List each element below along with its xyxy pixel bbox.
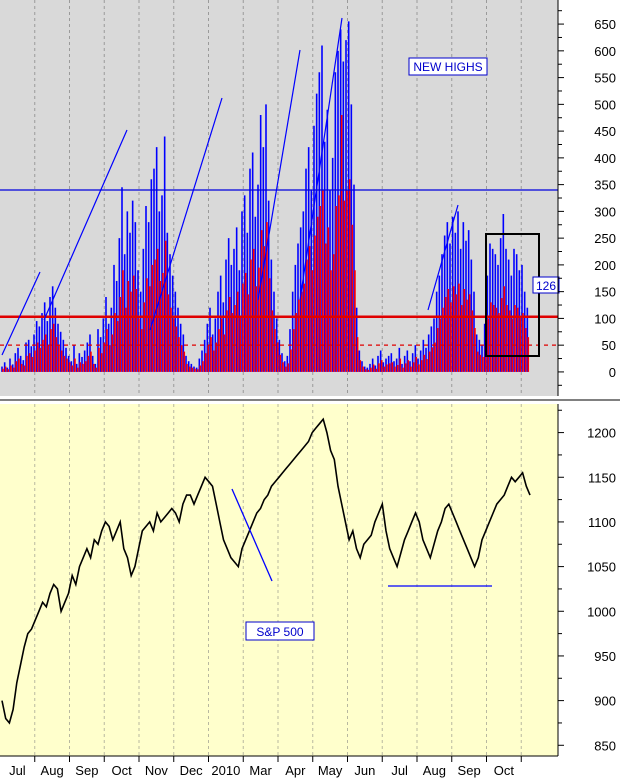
x-tick-label: Aug [423,763,446,778]
x-tick-label: Aug [41,763,64,778]
reference-lines [0,189,558,346]
lower-y-tick-label: 950 [594,649,616,664]
lower-y-tick-label: 1000 [587,604,616,619]
lower-y-tick-label: 1100 [588,515,616,530]
new-highs-label: NEW HIGHS [413,60,482,74]
new-highs-bars [1,21,530,372]
upper-y-tick-label: 200 [594,258,616,273]
last-value-tag: 126 [532,276,560,294]
upper-y-tick-label: 150 [594,285,616,300]
x-tick-label: Oct [494,763,515,778]
last-value-text: 126 [536,279,556,293]
upper-y-tick-label: 350 [594,178,616,193]
x-tick-label: 2010 [211,763,240,778]
sp500-price-line [1,417,531,725]
lower-y-tick-label: 900 [594,694,616,709]
x-axis-band [0,756,620,780]
lower-y-tick-label: 1150 [588,470,616,485]
upper-trendline [149,97,223,331]
upper-y-tick-label: 400 [594,151,616,166]
x-tick-label: Oct [112,763,133,778]
x-tick-label: Dec [180,763,204,778]
upper-y-axis: 0 50 100 150 200 250 300 350 400 450 500 550 600 650 [558,10,616,386]
upper-y-tick-label: 300 [594,204,616,219]
x-tick-label: Sep [458,763,481,778]
sp500-label: S&P 500 [256,625,303,639]
x-tick-label: Jul [391,763,408,778]
upper-y-tick-label: 650 [594,17,616,32]
upper-y-tick-label: 450 [594,124,616,139]
upper-y-tick-label: 50 [602,338,616,353]
upper-y-tick-label: 250 [594,231,616,246]
upper-trendline [299,17,343,301]
upper-y-tick-label: 0 [609,365,616,380]
x-tick-label: Nov [145,763,169,778]
upper-y-tick-label: 550 [594,71,616,86]
upper-trendline [1,271,41,356]
x-axis: Jul Aug Sep Oct Nov Dec 2010 Mar Apr May Jun Jul Aug… [9,756,522,778]
upper-y-tick-label: 100 [594,311,616,326]
lower-gridlines [34,404,522,756]
lower-trendline [231,488,273,582]
x-tick-label: Jun [354,763,375,778]
upper-trendline [43,129,128,321]
lower-panel-background [0,404,558,756]
x-tick-label: May [318,763,343,778]
x-tick-label: Jul [9,763,26,778]
sp500-line [1,417,531,725]
new-highs-label-box: NEW HIGHS [408,57,488,76]
upper-y-tick-label: 500 [594,97,616,112]
x-tick-label: Mar [249,763,272,778]
x-tick-label: Sep [75,763,98,778]
lower-y-tick-label: 1200 [587,426,616,441]
x-tick-label: Apr [285,763,306,778]
upper-y-tick-label: 600 [594,44,616,59]
upper-trendlines [1,17,459,356]
lower-y-axis: 850 900 950 1000 1050 1100 1150 1200 [558,409,616,753]
lower-trendlines [231,488,492,587]
upper-trendline [427,204,459,311]
highlight-box [485,233,540,357]
upper-trendline [257,49,301,301]
sp500-label-box: S&P 500 [245,621,315,641]
lower-y-tick-label: 1050 [587,560,616,575]
lower-y-tick-label: 850 [594,738,616,753]
